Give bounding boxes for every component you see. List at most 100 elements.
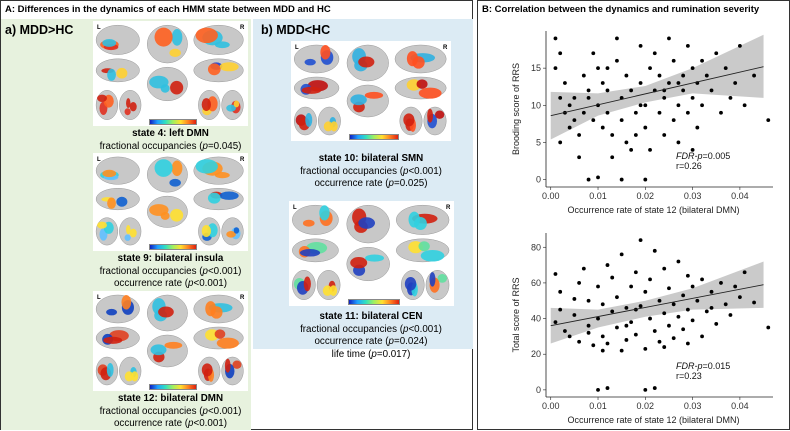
- activation-blob: [131, 371, 139, 382]
- activation-blob: [233, 100, 240, 108]
- activation-blob: [226, 231, 236, 238]
- data-point: [681, 293, 686, 298]
- activation-blob: [414, 217, 427, 231]
- x-tick-label: 0.00: [542, 401, 560, 411]
- activation-blob: [323, 121, 333, 132]
- data-point: [742, 270, 747, 275]
- activation-blob: [350, 257, 368, 269]
- data-point: [629, 320, 634, 325]
- data-point: [586, 330, 591, 335]
- data-point: [624, 305, 629, 310]
- data-point: [766, 325, 771, 330]
- activation-blob: [170, 208, 184, 222]
- right-hemisphere-label: R: [240, 25, 245, 31]
- activation-blob: [226, 104, 236, 112]
- data-point: [586, 177, 591, 182]
- activation-blob: [121, 295, 132, 310]
- fdr-p-annotation: FDR-p=0.015: [676, 361, 730, 371]
- data-point: [685, 307, 690, 312]
- data-point: [577, 133, 582, 137]
- activation-blob: [427, 108, 434, 123]
- data-point: [648, 66, 652, 71]
- activation-blob: [365, 254, 385, 262]
- data-point: [676, 81, 681, 85]
- state4-line-0: fractional occupancies (p=0.045): [99, 140, 242, 152]
- regression-line: [550, 66, 764, 117]
- data-point: [572, 118, 577, 123]
- data-point: [638, 43, 643, 48]
- activation-blob: [129, 228, 137, 238]
- colorbar: [148, 384, 198, 390]
- data-point: [624, 73, 629, 78]
- regression-line: [550, 284, 764, 327]
- confidence-band: [550, 261, 764, 344]
- data-point: [671, 336, 676, 341]
- data-point: [704, 73, 709, 78]
- data-point: [681, 88, 686, 93]
- panel-b: B: Correlation between the dynamics and …: [477, 0, 790, 430]
- panel-a-title: A: Differences in the dynamics of each H…: [5, 4, 331, 15]
- activation-blob: [149, 204, 169, 216]
- data-point: [638, 103, 643, 108]
- state12-line-0: fractional occupancies (p<0.001): [99, 405, 242, 417]
- data-point: [690, 147, 695, 152]
- data-point: [596, 284, 600, 289]
- activation-blob: [129, 101, 137, 112]
- data-point: [605, 263, 610, 267]
- data-point: [596, 175, 600, 180]
- data-point: [695, 298, 700, 303]
- x-tick-label: 0.03: [684, 401, 702, 411]
- activation-blob: [224, 358, 231, 373]
- data-point: [648, 147, 652, 152]
- left-hemisphere-label: L: [97, 157, 101, 163]
- data-point: [681, 327, 686, 332]
- activation-blob: [358, 56, 375, 68]
- data-point: [600, 334, 605, 339]
- data-point: [662, 266, 667, 271]
- activation-blob: [429, 272, 436, 287]
- data-point: [615, 36, 619, 41]
- panel-a: A: Differences in the dynamics of each H…: [0, 0, 473, 430]
- data-point: [591, 343, 596, 348]
- state9-caption: state 9: bilateral insula fractional occ…: [93, 253, 248, 291]
- y-axis-label: Brooding score of RRS: [511, 63, 521, 155]
- activation-blob: [214, 172, 230, 179]
- y-tick-label: 20: [531, 349, 541, 359]
- data-point: [610, 133, 615, 137]
- data-point: [553, 66, 558, 71]
- data-point: [581, 73, 586, 78]
- data-point: [737, 295, 742, 300]
- data-point: [605, 66, 610, 71]
- data-point: [610, 155, 615, 160]
- activation-blob: [207, 63, 221, 76]
- activation-blob: [412, 56, 425, 69]
- activation-blob: [404, 276, 417, 291]
- data-point: [643, 103, 648, 108]
- y-tick-label: 0: [536, 385, 541, 395]
- x-tick-label: 0.03: [684, 191, 702, 201]
- data-point: [605, 110, 610, 115]
- data-point: [615, 325, 619, 330]
- data-point: [766, 118, 771, 123]
- right-hemisphere-label: R: [446, 205, 451, 211]
- left-hemisphere-label: L: [293, 205, 297, 211]
- panel-b-title: B: Correlation between the dynamics and …: [482, 4, 760, 15]
- data-point: [685, 273, 690, 278]
- state10-caption: state 10: bilateral SMN fractional occup…: [283, 153, 459, 191]
- data-point: [723, 66, 728, 71]
- data-point: [643, 125, 648, 130]
- activation-blob: [420, 249, 445, 262]
- data-point: [685, 43, 690, 48]
- data-point: [652, 329, 657, 333]
- y-tick-label: 60: [531, 278, 541, 288]
- data-point: [563, 329, 567, 333]
- state12-caption: state 12: bilateral DMN fractional occup…: [93, 393, 248, 431]
- data-point: [728, 95, 733, 100]
- activation-blob: [201, 98, 211, 111]
- x-tick-label: 0.02: [637, 401, 655, 411]
- data-point: [577, 281, 582, 285]
- activation-blob: [437, 274, 448, 283]
- data-point: [690, 318, 695, 323]
